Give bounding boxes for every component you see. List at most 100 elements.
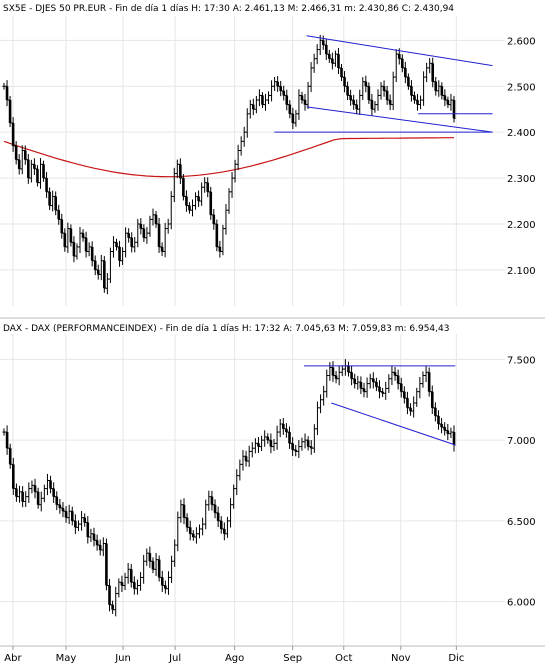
sx5e-price-bar	[175, 159, 179, 179]
dax-price-bar	[17, 485, 22, 503]
dax-price-bar	[334, 370, 338, 384]
sx5e-price-bar	[330, 52, 334, 70]
dax-price-bar	[399, 377, 403, 398]
sx5e-price-bar	[324, 39, 328, 61]
dax-price-bar	[86, 516, 90, 544]
dax-price-bar	[173, 539, 177, 567]
sx5e-price-bar	[120, 247, 125, 265]
dax-price-bar	[384, 381, 388, 400]
sx5e-y-axis: 2.600 2.500 2.400 2.300 2.200 2.100	[507, 36, 536, 277]
sx5e-price-bar	[124, 227, 128, 258]
dax-price-bar	[210, 490, 214, 511]
sx5e-price-bar	[361, 77, 365, 101]
sx5e-price-bar	[352, 94, 356, 110]
sx5e-trendline	[306, 35, 493, 67]
dax-price-bar	[387, 374, 391, 394]
sx5e-price-bar	[57, 204, 61, 225]
dax-price-bar	[390, 365, 394, 386]
sx5e-price-bar	[297, 89, 301, 120]
dax-price-bar	[182, 498, 186, 525]
dax-price-bar	[216, 506, 220, 528]
sx5e-price-bar	[285, 89, 289, 111]
sx5e-price-bar	[376, 89, 380, 111]
sx5e-price-bar	[370, 93, 374, 116]
sx5e-panel: SX5E - DJES 50 PR.EUR - Fin de día 1 día…	[0, 4, 536, 306]
sx5e-price-bar	[394, 49, 398, 83]
dax-price-bar	[303, 433, 307, 449]
sx5e-price-bar	[403, 61, 407, 84]
dax-price-bar	[58, 498, 62, 514]
month-label: Oct	[335, 653, 352, 664]
dax-price-bar	[207, 490, 211, 511]
dax-price-bar	[449, 427, 453, 439]
dax-price-bar	[256, 436, 261, 453]
sx5e-price-bar	[133, 236, 137, 253]
dax-price-bar	[452, 425, 456, 452]
dax-price-bar	[138, 572, 143, 591]
sx5e-price-bar	[373, 101, 377, 113]
dax-price-bar	[151, 557, 155, 574]
month-label: Sep	[283, 653, 302, 664]
sx5e-price-bar	[303, 93, 307, 111]
dax-price-bar	[135, 579, 140, 595]
sx5e-price-bar	[93, 255, 97, 276]
sx5e-price-bars	[2, 34, 456, 295]
dax-price-bar	[362, 382, 366, 398]
dax-price-bar	[107, 578, 112, 612]
sx5e-y-tick-label: 2.400	[507, 128, 536, 139]
dax-price-bar	[353, 373, 357, 389]
sx5e-price-bar	[108, 247, 113, 283]
dax-price-bar	[142, 554, 146, 584]
dax-price-bar	[101, 537, 105, 557]
dax-price-bar	[98, 539, 102, 556]
sx5e-price-bar	[87, 242, 91, 257]
sx5e-price-bar	[434, 76, 438, 96]
sx5e-price-bar	[355, 99, 359, 115]
dax-price-bar	[418, 376, 422, 399]
sx5e-price-bar	[279, 80, 283, 97]
dax-price-bar	[176, 511, 180, 552]
sx5e-price-bar	[35, 165, 40, 187]
sx5e-price-bar	[431, 57, 435, 88]
dax-y-tick-label: 6.500	[507, 517, 536, 528]
dax-price-bar	[8, 443, 12, 469]
sx5e-price-bar	[364, 75, 368, 93]
sx5e-price-bar	[72, 236, 76, 263]
sx5e-price-bar	[315, 44, 319, 65]
dax-price-bar	[312, 424, 316, 453]
dax-price-bar	[325, 369, 329, 398]
sx5e-price-bar	[5, 80, 9, 107]
dax-price-bar	[188, 520, 192, 541]
sx5e-price-bar	[358, 89, 362, 115]
sx5e-price-bar	[17, 154, 21, 175]
sx5e-price-bar	[90, 241, 94, 267]
sx5e-price-bar	[269, 80, 274, 102]
sx5e-price-bar	[154, 210, 158, 228]
sx5e-price-bar	[367, 82, 371, 104]
dax-price-bar	[197, 524, 202, 539]
dax-price-bar	[446, 424, 450, 441]
dax-price-bar	[222, 522, 226, 541]
sx5e-price-bar	[245, 108, 249, 138]
sx5e-price-bar	[181, 174, 185, 201]
sx5e-grid	[0, 16, 505, 306]
month-label: Jul	[168, 653, 181, 664]
dax-price-bar	[253, 438, 257, 454]
dax-price-bar	[430, 385, 434, 415]
month-label: May	[56, 653, 77, 664]
sx5e-price-bar	[282, 85, 286, 101]
dax-price-bar	[340, 365, 344, 377]
sx5e-price-bar	[257, 89, 262, 107]
dax-price-bar	[365, 377, 369, 398]
dax-price-bar	[160, 570, 164, 592]
dax-price-bar	[95, 534, 99, 551]
dax-price-bar	[228, 498, 233, 528]
sx5e-price-bar	[99, 254, 103, 281]
dax-price-bar	[331, 361, 335, 382]
sx5e-price-bar	[224, 204, 228, 235]
sx5e-price-bar	[342, 71, 347, 93]
sx5e-price-bar	[276, 76, 280, 92]
sx5e-price-bar	[102, 256, 106, 293]
sx5e-price-bar	[443, 89, 447, 107]
